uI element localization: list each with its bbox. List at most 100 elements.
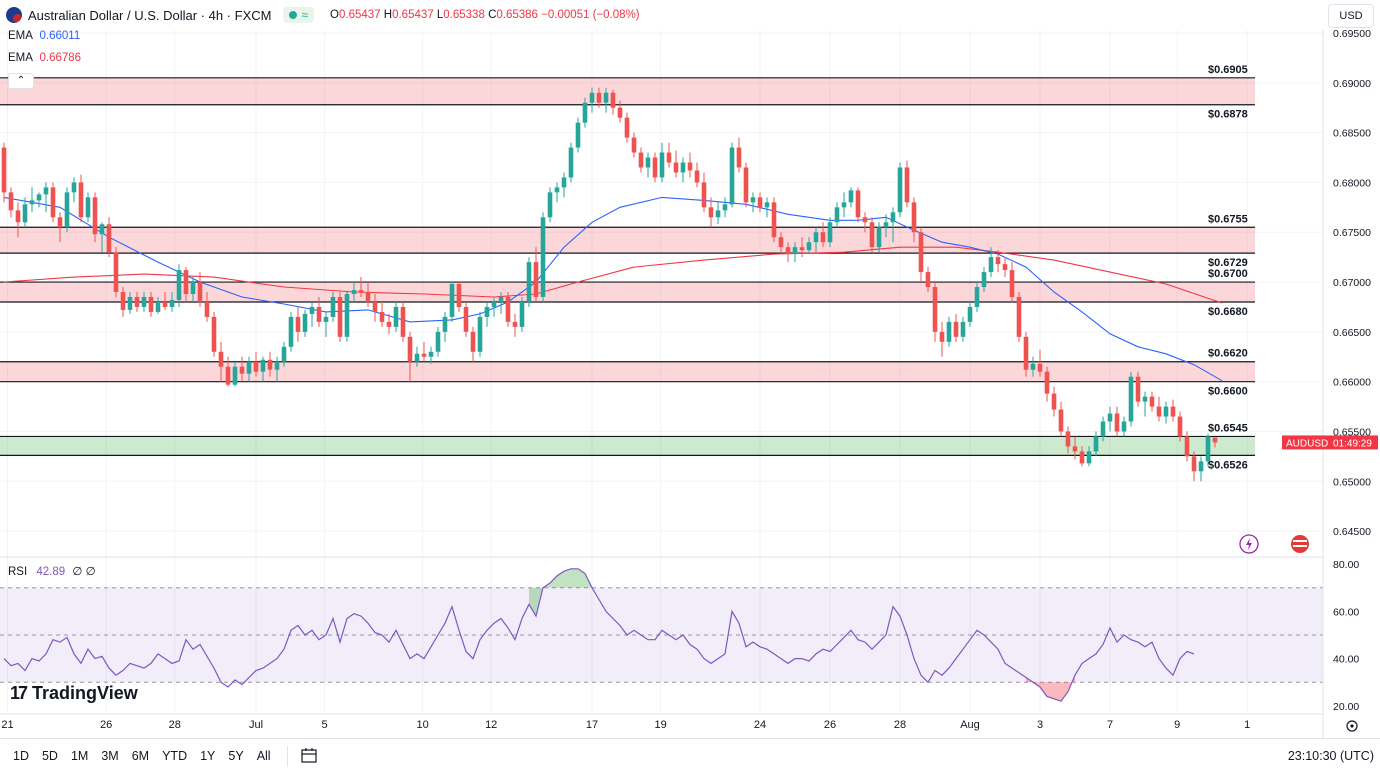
candle-body [512,321,518,327]
candle-body [967,306,973,322]
candle-body [505,296,511,322]
ema-slow-legend[interactable]: EMA 0.66786 [8,52,81,64]
candle-body [1198,461,1204,472]
timeframe-1m[interactable]: 1M [70,749,89,763]
candle-body [351,290,357,294]
price-tick-label: 0.66000 [1333,377,1371,389]
time-tick-label: 19 [654,719,666,731]
candle-body [1030,363,1036,370]
ohlc-readout: O0.65437 H0.65437 L0.65338 C0.65386 −0.0… [330,9,640,21]
candle-body [463,306,469,332]
price-chart-svg[interactable]: $0.6905 $0.6878 $0.6755 $0.6729$0.6700 $0.66… [0,0,1380,738]
candle-body [484,306,490,317]
candle-body [211,316,217,352]
bottom-toolbar: 1D 5D 1M 3M 6M YTD 1Y 5Y All 23:10:30 (UTC) [0,738,1380,773]
candle-body [1086,451,1092,464]
candle-body [1135,376,1141,402]
wave-icon: ≈ [301,8,309,22]
candle-body [64,192,70,228]
level-label: $0.6905 [1208,64,1248,76]
rsi-oversold-fill [1026,675,1075,702]
candle-body [911,202,917,233]
candle-body [855,190,861,218]
candle-body [92,197,98,235]
candle-body [449,284,455,317]
candle-body [379,311,385,322]
rsi-tick-label: 40.00 [1333,654,1359,666]
candle-body [1177,416,1183,437]
candle-body [575,122,581,148]
support-zone [0,436,1255,456]
candle-body [428,351,434,357]
timeframe-5d[interactable]: 5D [41,749,58,763]
candle-body [694,170,700,183]
timeframe-1y[interactable]: 1Y [200,749,216,763]
rsi-overbought-fill [529,568,592,617]
time-tick-label: 28 [894,719,906,731]
candle-body [785,247,791,255]
level-label: $0.6680 [1208,306,1248,318]
candle-body [1058,409,1064,432]
time-tick-label: 26 [824,719,836,731]
candle-body [8,192,14,211]
candle-body [582,102,588,123]
timeframe-ytd[interactable]: YTD [162,749,188,763]
candle-body [407,336,413,362]
candle-body [400,306,406,337]
candle-body [323,316,329,322]
price-tick-label: 0.69000 [1333,78,1371,90]
candle-body [820,232,826,243]
candle-body [1065,431,1071,447]
level-label: $0.6545 [1208,422,1248,434]
candle-body [232,366,238,385]
level-label: $0.6729 [1208,257,1248,269]
time-tick-label: Aug [960,719,980,731]
time-tick-label: 3 [1037,719,1043,731]
collapse-legend-button[interactable]: ⌃ [8,73,34,89]
candle-body [722,204,728,211]
candle-body [932,287,938,332]
date-range-icon[interactable] [286,745,318,767]
price-tick-label: 0.67000 [1333,277,1371,289]
timeframe-all[interactable]: All [256,749,271,763]
time-tick-label: 21 [1,719,13,731]
settings-gear-icon[interactable] [1346,720,1358,732]
candle-body [1093,436,1099,452]
candle-body [344,293,350,337]
candle-body [1184,436,1190,457]
candle-body [533,262,539,297]
price-tick-label: 0.68000 [1333,177,1371,189]
lightning-glyph-icon [1246,538,1252,550]
tradingview-logo[interactable]: 17 TradingView [10,683,138,704]
candle-body [288,316,294,347]
timeframe-1d[interactable]: 1D [13,749,29,763]
ema-fast-legend[interactable]: EMA 0.66011 [8,30,80,42]
rsi-legend[interactable]: RSI 42.89 ∅ ∅ [8,564,96,578]
candle-body [43,187,49,195]
symbol-title[interactable]: Australian Dollar / U.S. Dollar · 4h · F… [28,7,272,23]
candle-body [1191,456,1197,472]
time-tick-label: 26 [100,719,112,731]
timeframe-5y[interactable]: 5Y [228,749,244,763]
candle-body [526,262,532,302]
candle-body [155,301,161,312]
candle-body [169,299,175,307]
market-status-badge[interactable]: ≈ [283,7,315,23]
currency-selector[interactable]: USD [1328,4,1374,28]
candle-body [22,204,28,223]
candle-body [743,167,749,203]
us-flag-event-icon[interactable] [1291,535,1309,553]
candle-body [806,242,812,251]
timeframe-6m[interactable]: 6M [131,749,150,763]
candle-body [610,92,616,108]
utc-clock[interactable]: 23:10:30 (UTC) [1287,749,1374,763]
candle-body [834,207,840,223]
resistance-zone [0,227,1255,254]
candle-body [764,202,770,208]
candle-body [106,224,112,253]
candle-body [652,157,658,178]
timeframe-3m[interactable]: 3M [101,749,119,763]
candle-body [281,346,287,362]
candle-body [750,197,756,203]
candle-body [1107,413,1113,422]
